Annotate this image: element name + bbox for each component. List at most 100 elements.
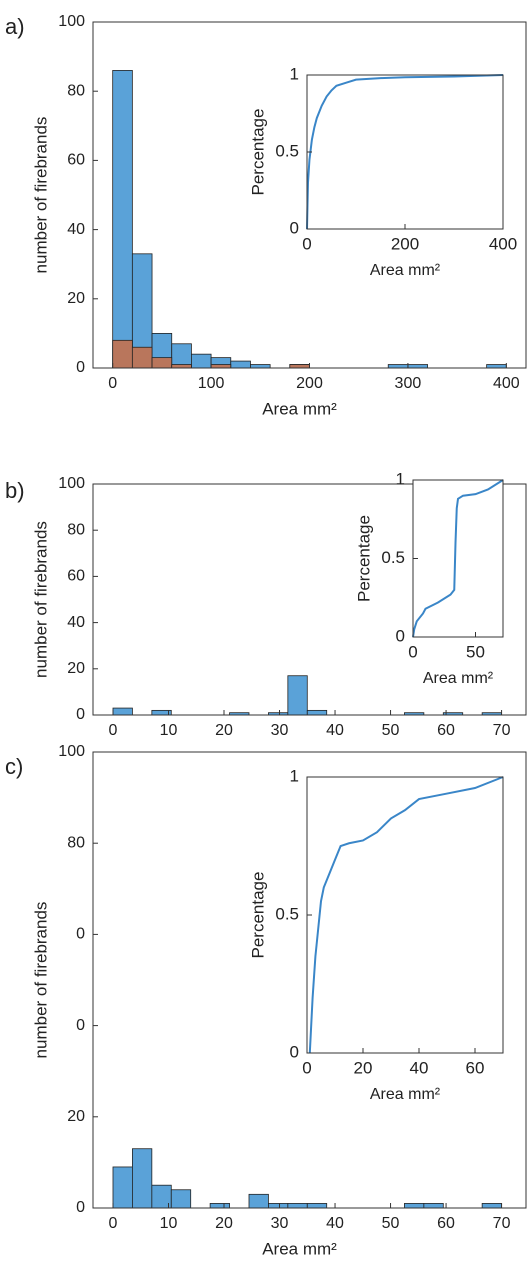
- x-tick-label: 0: [302, 234, 311, 253]
- x-tick-label: 30: [271, 1215, 289, 1232]
- bar: [131, 346, 153, 369]
- x-tick-label: 400: [489, 234, 517, 253]
- x-tick-label: 200: [391, 234, 419, 253]
- y-tick-label: 0: [76, 706, 85, 723]
- axes-frame: [92, 483, 527, 716]
- x-axis-label: Area mm²: [370, 262, 441, 279]
- bar: [250, 364, 271, 369]
- x-tick-label: 0: [302, 1058, 311, 1077]
- x-tick-label: 50: [382, 1215, 400, 1232]
- y-tick-label: 0: [290, 1042, 299, 1061]
- cdf-line: [308, 776, 504, 1054]
- y-tick-label: 1: [290, 766, 299, 785]
- x-tick-label: 50: [466, 642, 485, 661]
- y-tick-label: 40: [67, 614, 85, 631]
- x-tick-label: 0: [108, 375, 117, 392]
- x-tick-label: 30: [271, 722, 289, 739]
- y-tick-label: 20: [67, 1108, 85, 1125]
- bar: [191, 353, 212, 369]
- panel-label: a): [5, 14, 25, 39]
- bar: [248, 1193, 269, 1209]
- inset-chart: 0 0.5 1 0 50 Percentage Area mm²: [354, 469, 504, 687]
- x-tick-label: 60: [437, 722, 455, 739]
- bar: [306, 1203, 328, 1209]
- x-tick-label: 60: [437, 1215, 455, 1232]
- axes-frame: [92, 751, 527, 1209]
- y-tick-label: 0: [290, 218, 299, 237]
- y-tick-label: 0.5: [275, 904, 299, 923]
- y-tick-label: 0: [76, 926, 85, 943]
- y-axis-label: Percentage: [248, 109, 267, 196]
- x-axis-label: Area mm²: [370, 1086, 441, 1103]
- bar: [268, 1203, 289, 1209]
- x-tick-label: 0: [109, 722, 118, 739]
- bar: [387, 364, 409, 369]
- x-tick-label: 0: [408, 642, 417, 661]
- bar: [289, 364, 310, 369]
- x-tick-label: 40: [326, 1215, 344, 1232]
- y-tick-label: 60: [67, 152, 85, 169]
- x-tick-label: 70: [493, 722, 511, 739]
- y-axis-label: number of firebrands: [31, 521, 50, 678]
- panel-label: c): [5, 754, 23, 779]
- bar: [230, 360, 251, 369]
- y-tick-label: 0.5: [381, 548, 405, 567]
- bar: [112, 339, 133, 369]
- bar: [481, 1203, 502, 1209]
- y-tick-label: 60: [67, 568, 85, 585]
- bar: [112, 707, 133, 716]
- bar: [210, 364, 232, 369]
- y-tick-label: 0.5: [275, 141, 299, 160]
- bar: [112, 1166, 133, 1209]
- y-tick-label: 0: [76, 1199, 85, 1216]
- y-tick-label: 80: [67, 521, 85, 538]
- bar: [171, 364, 192, 369]
- x-tick-label: 10: [160, 1215, 178, 1232]
- bar: [112, 70, 133, 369]
- panel-label: b): [5, 478, 25, 503]
- x-tick-label: 0: [109, 1215, 118, 1232]
- y-tick-label: 100: [58, 475, 85, 492]
- cdf-line: [306, 74, 504, 230]
- bar: [151, 357, 173, 369]
- x-axis-label: Area mm²: [262, 1239, 337, 1258]
- y-tick-label: 20: [67, 660, 85, 677]
- inset-chart: 0 0.5 1 0 20 40 60 Percentage Area mm²: [248, 766, 504, 1103]
- x-tick-label: 20: [215, 1215, 233, 1232]
- y-tick-label: 0: [76, 1017, 85, 1034]
- bar: [407, 364, 428, 369]
- bar: [404, 1203, 425, 1209]
- y-axis-label: Percentage: [354, 515, 373, 602]
- bar: [423, 1203, 444, 1209]
- y-tick-label: 1: [396, 469, 405, 488]
- x-tick-label: 40: [326, 722, 344, 739]
- y-tick-label: 0: [76, 359, 85, 376]
- x-tick-label: 20: [215, 722, 233, 739]
- histogram-panel: 0 20 40 60 80 100 0 10 20 30 40 50 60 70 number of fir…: [5, 475, 527, 739]
- bar: [287, 675, 308, 716]
- x-axis-label: Area mm²: [423, 670, 494, 687]
- x-axis-label: Area mm²: [262, 399, 337, 418]
- y-tick-label: 100: [58, 743, 85, 760]
- bar: [132, 1148, 153, 1209]
- cdf-line: [412, 479, 504, 638]
- y-tick-label: 1: [290, 64, 299, 83]
- y-tick-label: 40: [67, 221, 85, 238]
- y-tick-label: 20: [67, 290, 85, 307]
- y-axis-label: number of firebrands: [31, 117, 50, 274]
- x-tick-label: 50: [382, 722, 400, 739]
- x-tick-label: 10: [160, 722, 178, 739]
- bar: [170, 1189, 192, 1209]
- x-tick-label: 400: [493, 375, 520, 392]
- bar: [287, 1203, 308, 1209]
- x-tick-label: 60: [466, 1058, 485, 1077]
- y-tick-label: 80: [67, 834, 85, 851]
- y-axis-label: Percentage: [248, 872, 267, 959]
- y-tick-label: 0: [396, 626, 405, 645]
- y-axis-label: number of firebrands: [31, 902, 50, 1059]
- x-tick-label: 40: [410, 1058, 429, 1077]
- inset-background: [307, 75, 503, 229]
- y-tick-label: 100: [58, 13, 85, 30]
